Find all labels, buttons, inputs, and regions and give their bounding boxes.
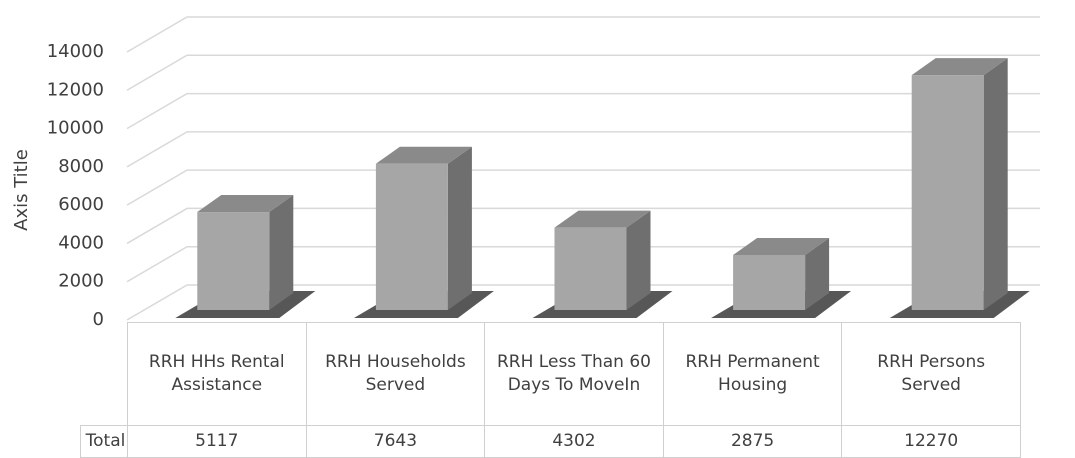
y-tick-label: 2000: [58, 271, 104, 292]
bar: [197, 212, 270, 310]
bar-top: [197, 195, 294, 213]
bar: [733, 254, 806, 310]
value-cell: 7643: [305, 425, 486, 458]
grid-line: [126, 92, 1040, 130]
category-cell: RRH Permanent Housing: [662, 322, 843, 426]
grid-line: [126, 169, 1040, 206]
bar-side: [447, 146, 472, 310]
bar-side: [269, 195, 294, 310]
y-tick-label: 14000: [47, 41, 104, 62]
y-tick-label: 4000: [58, 232, 104, 253]
bar: [554, 227, 627, 310]
value-cell: 4302: [484, 425, 664, 458]
y-tick-label: 0: [93, 309, 104, 330]
bar: [375, 163, 448, 310]
category-cell: RRH Households Served: [305, 322, 486, 426]
grid-line: [126, 207, 1040, 245]
category-cell: RRH Persons Served: [841, 322, 1021, 426]
bar-top: [554, 210, 651, 228]
y-axis-title: Axis Title: [11, 149, 32, 231]
value-cell: 5117: [127, 425, 307, 458]
grid-line: [126, 16, 1040, 53]
legend-cell: Total: [80, 425, 128, 458]
y-tick-label: 10000: [47, 118, 104, 139]
grid-line: [126, 131, 1040, 168]
bar-top: [911, 58, 1008, 76]
y-tick-label: 6000: [58, 194, 104, 215]
bar-side: [805, 237, 830, 310]
value-cell: 2875: [662, 425, 843, 458]
bar-top: [375, 146, 472, 164]
grid-line: [126, 54, 1040, 91]
category-cell: RRH HHs Rental Assistance: [127, 322, 307, 426]
category-cell: RRH Less Than 60 Days To MoveIn: [484, 322, 664, 426]
bar-side: [626, 210, 651, 310]
legend-label: Total: [85, 431, 126, 452]
bar-side: [983, 58, 1008, 310]
value-cell: 12270: [841, 425, 1021, 458]
bar-top: [733, 237, 830, 255]
y-tick-label: 12000: [47, 79, 104, 100]
y-tick-label: 8000: [58, 156, 104, 177]
bar: [911, 75, 984, 310]
